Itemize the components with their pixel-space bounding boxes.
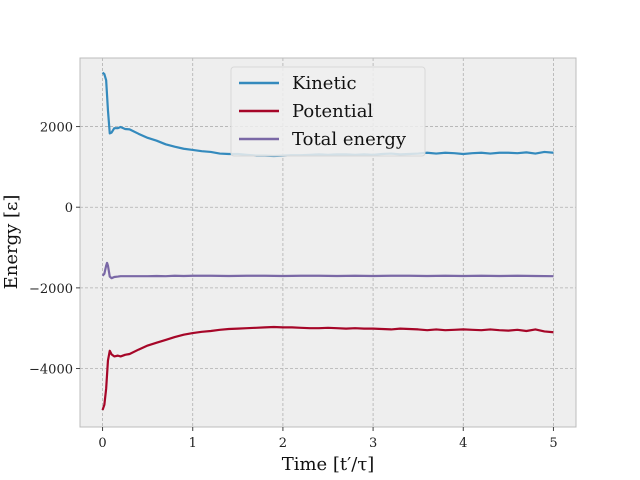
- legend-label-total-energy: Total energy: [292, 129, 407, 150]
- y-tick-label: −4000: [29, 363, 73, 378]
- legend-label-potential: Potential: [292, 101, 373, 122]
- x-ticks: 0 1 2 3 4 5: [98, 427, 558, 451]
- plot-frame: [79, 57, 577, 428]
- y-tick-label: −2000: [29, 282, 73, 297]
- x-tick-label: 1: [189, 436, 197, 451]
- x-tick-label: 0: [98, 436, 106, 451]
- legend-label-kinetic: Kinetic: [292, 73, 357, 94]
- y-tick-label: 0: [65, 201, 73, 216]
- legend: Kinetic Potential Total energy: [230, 66, 426, 157]
- x-tick-label: 5: [549, 436, 557, 451]
- series-line-potential: [101, 325, 554, 411]
- legend-box: [230, 66, 426, 157]
- series-line-total-energy: [101, 261, 554, 280]
- x-axis-label: Time [t′/τ]: [282, 454, 375, 475]
- y-tick-label: 2000: [40, 121, 73, 136]
- y-ticks: −4000 −2000 0 2000: [29, 121, 80, 378]
- x-tick-label: 4: [459, 436, 467, 451]
- x-tick-label: 2: [279, 436, 287, 451]
- y-axis-label: Energy [ε]: [1, 195, 22, 290]
- x-tick-label: 3: [369, 436, 377, 451]
